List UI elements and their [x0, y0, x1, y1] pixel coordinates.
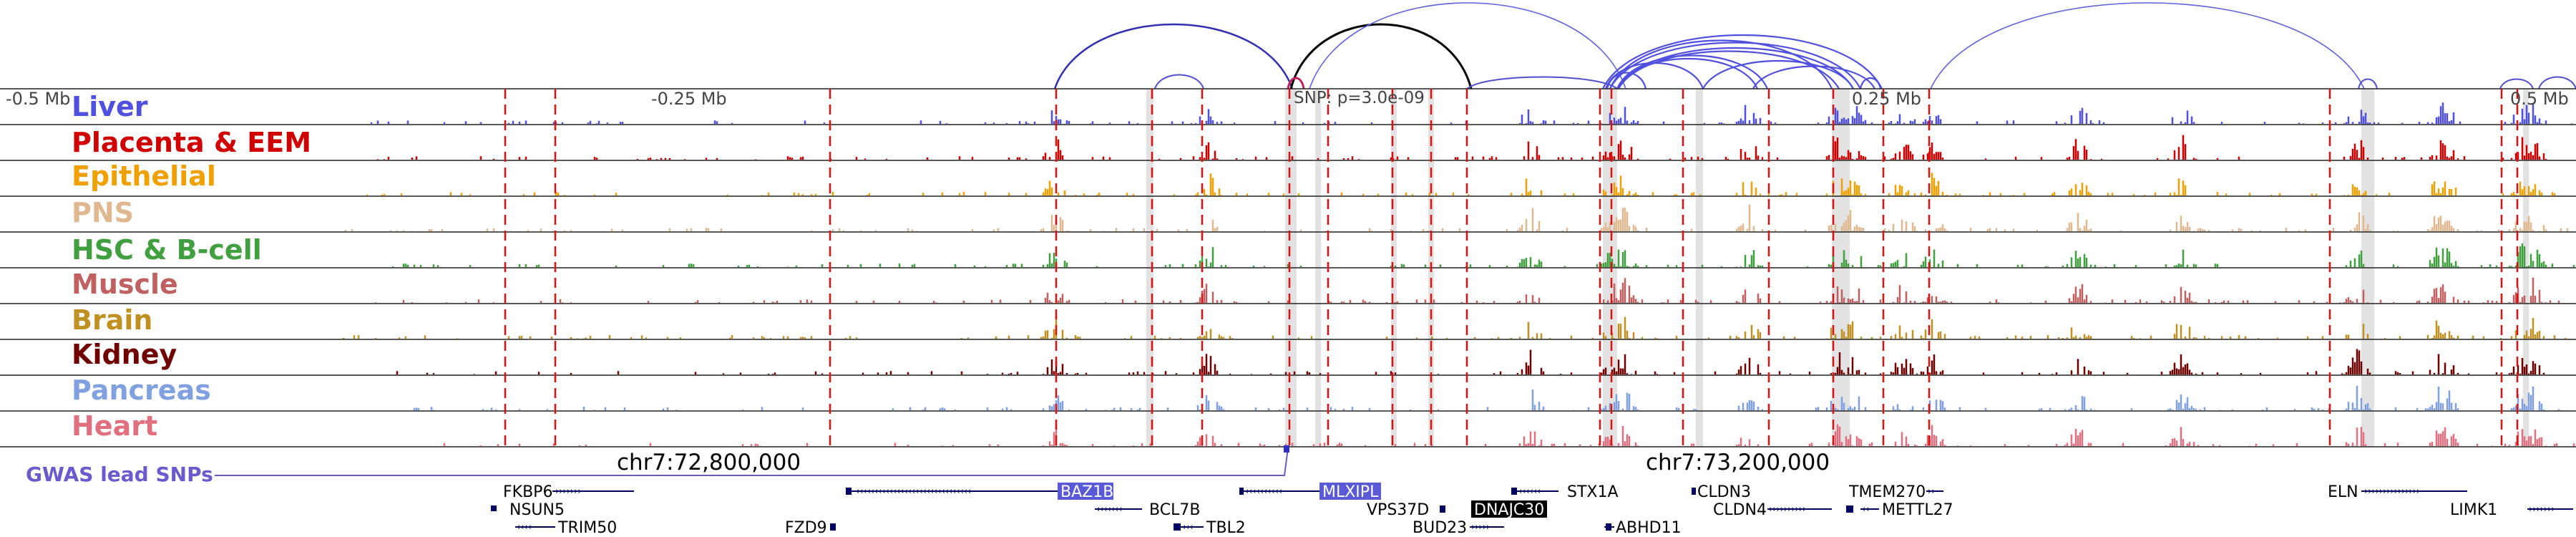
chromatin-loop-arcs	[1053, 2, 2576, 90]
track-signal	[374, 277, 2560, 303]
svg-text:‹‹‹‹: ‹‹‹‹	[517, 522, 532, 533]
gene-vps37d[interactable]: VPS37D	[1367, 501, 1445, 519]
gene-label: METTL27	[1882, 501, 1953, 519]
gene-label: NSUN5	[509, 501, 565, 519]
top-tick-label: -0.25 Mb	[651, 89, 727, 109]
track-signal	[366, 173, 2556, 195]
gene-bud23[interactable]: ››››› BUD23	[1413, 519, 1504, 537]
gene-limk1[interactable]: ››››››› LIMK1	[2450, 501, 2573, 519]
gwas-track-label: GWAS lead SNPs	[26, 463, 213, 486]
svg-text:‹‹‹‹‹‹‹: ‹‹‹‹‹‹‹	[1096, 504, 1122, 515]
gene-baz1b[interactable]: ‹‹‹‹‹‹‹‹‹‹‹‹‹‹‹‹‹‹‹‹‹‹‹‹‹‹‹‹‹‹‹ BAZ1B	[846, 483, 1113, 501]
track-label-pns: PNS	[72, 197, 134, 228]
bottom-tick-label: chr7:73,200,000	[1646, 450, 1830, 475]
svg-text:››: ››	[1928, 486, 1935, 497]
track-signal	[396, 349, 2545, 374]
track-label-placenta: Placenta & EEM	[72, 127, 311, 158]
gene-stx1a[interactable]: ‹‹‹‹‹‹ STX1A	[1511, 483, 1619, 501]
gene-mlxipl[interactable]: ‹‹‹‹‹‹‹‹‹‹ MLXIPL	[1239, 483, 1381, 501]
gene-label: LIMK1	[2450, 501, 2497, 519]
track-signal	[376, 135, 2547, 160]
gene-label: STX1A	[1567, 483, 1619, 501]
track-signal	[370, 102, 2573, 124]
gene-mettl27[interactable]: ‹‹ METTL27	[1860, 501, 1953, 519]
track-label-epithelial: Epithelial	[72, 160, 216, 192]
top-tick-label: 0.25 Mb	[1852, 89, 1921, 109]
track-signal	[413, 385, 2560, 410]
gene-nsun5[interactable]: NSUN5	[491, 501, 565, 519]
gene-dnajc30[interactable]: DNAJC30	[1471, 500, 1547, 519]
track-label-hsc: HSC & B-cell	[72, 234, 262, 266]
top-tick-label: 0.5 Mb	[2510, 89, 2569, 109]
gene-label: CLDN4	[1713, 501, 1767, 519]
ccre-marker-lines	[504, 89, 2519, 447]
gene-label: BAZ1B	[1060, 483, 1113, 501]
gene-label: VPS37D	[1367, 501, 1429, 519]
gene-cldn3[interactable]: CLDN3	[1692, 483, 1751, 501]
gene-track: ››››››› FKBP6 NSUN5 ‹‹‹‹ TRIM50 FZD9 ‹‹‹…	[491, 483, 2573, 537]
gene-bcl7b[interactable]: ‹‹‹‹‹‹‹ BCL7B	[1095, 501, 1200, 519]
track-label-liver: Liver	[72, 91, 148, 122]
gene-label: DNAJC30	[1474, 501, 1544, 519]
track-label-brain: Brain	[72, 304, 152, 336]
gene-tmem270[interactable]: ›› TMEM270	[1848, 483, 1943, 501]
gene-fzd9[interactable]: FZD9	[785, 519, 836, 537]
track-label-pancreas: Pancreas	[72, 374, 211, 406]
svg-text:›››››: ›››››	[1471, 522, 1490, 533]
gene-fkbp6[interactable]: ››››››› FKBP6	[503, 483, 634, 501]
gene-cldn4[interactable]: ›››››››››› CLDN4	[1713, 501, 1853, 519]
svg-text:‹‹‹‹‹‹: ‹‹‹‹‹‹	[1518, 486, 1541, 497]
signal-tracks	[0, 88, 2576, 448]
gene-abhd11[interactable]: ABHD11	[1604, 519, 1682, 537]
svg-text:››››››››››: ››››››››››	[1769, 504, 1806, 515]
svg-text:‹‹‹: ‹‹‹	[1182, 522, 1194, 533]
svg-text:›››››››: ›››››››	[555, 486, 581, 497]
gene-label: ABHD11	[1616, 519, 1682, 537]
gene-label: FZD9	[785, 519, 827, 537]
gene-label: TMEM270	[1848, 483, 1926, 501]
gene-label: TRIM50	[557, 519, 617, 537]
top-tick-label: -0.5 Mb	[6, 89, 70, 109]
svg-text:‹‹‹‹‹‹‹‹‹‹‹‹‹‹‹‹‹‹‹‹‹‹‹‹‹‹‹‹‹‹: ‹‹‹‹‹‹‹‹‹‹‹‹‹‹‹‹‹‹‹‹‹‹‹‹‹‹‹‹‹‹‹	[856, 486, 971, 497]
snp-pvalue-label: SNP: p=3.0e-09	[1294, 89, 1425, 107]
gene-label: CLDN3	[1697, 483, 1751, 501]
track-label-kidney: Kidney	[72, 339, 177, 370]
track-signal	[391, 243, 2575, 267]
svg-text:‹‹: ‹‹	[1862, 504, 1869, 515]
gwas-snp-marker	[1284, 445, 1289, 453]
gene-label: FKBP6	[503, 483, 552, 501]
track-signal	[344, 204, 2569, 231]
gene-label: BUD23	[1413, 519, 1467, 537]
svg-text:›››››››››››››››: ›››››››››››››››	[2364, 486, 2420, 497]
gwas-leader-line	[215, 448, 1289, 476]
gene-label: MLXIPL	[1322, 483, 1379, 501]
svg-text:‹‹‹‹‹‹‹‹‹‹: ‹‹‹‹‹‹‹‹‹‹	[1245, 486, 1282, 497]
svg-text:›››››››: ›››››››	[2529, 504, 2555, 515]
gene-trim50[interactable]: ‹‹‹‹ TRIM50	[515, 519, 617, 537]
bottom-tick-label: chr7:72,800,000	[617, 450, 801, 475]
gene-label: TBL2	[1206, 519, 1246, 537]
track-signal	[443, 424, 2575, 446]
gene-tbl2[interactable]: ‹‹‹ TBL2	[1174, 519, 1246, 537]
gene-label: BCL7B	[1149, 501, 1200, 519]
track-label-muscle: Muscle	[72, 268, 178, 300]
gene-eln[interactable]: ››››››››››››››› ELN	[2328, 483, 2467, 501]
track-signal	[342, 316, 2567, 339]
gene-label: ELN	[2328, 483, 2358, 501]
track-label-heart: Heart	[72, 410, 157, 442]
